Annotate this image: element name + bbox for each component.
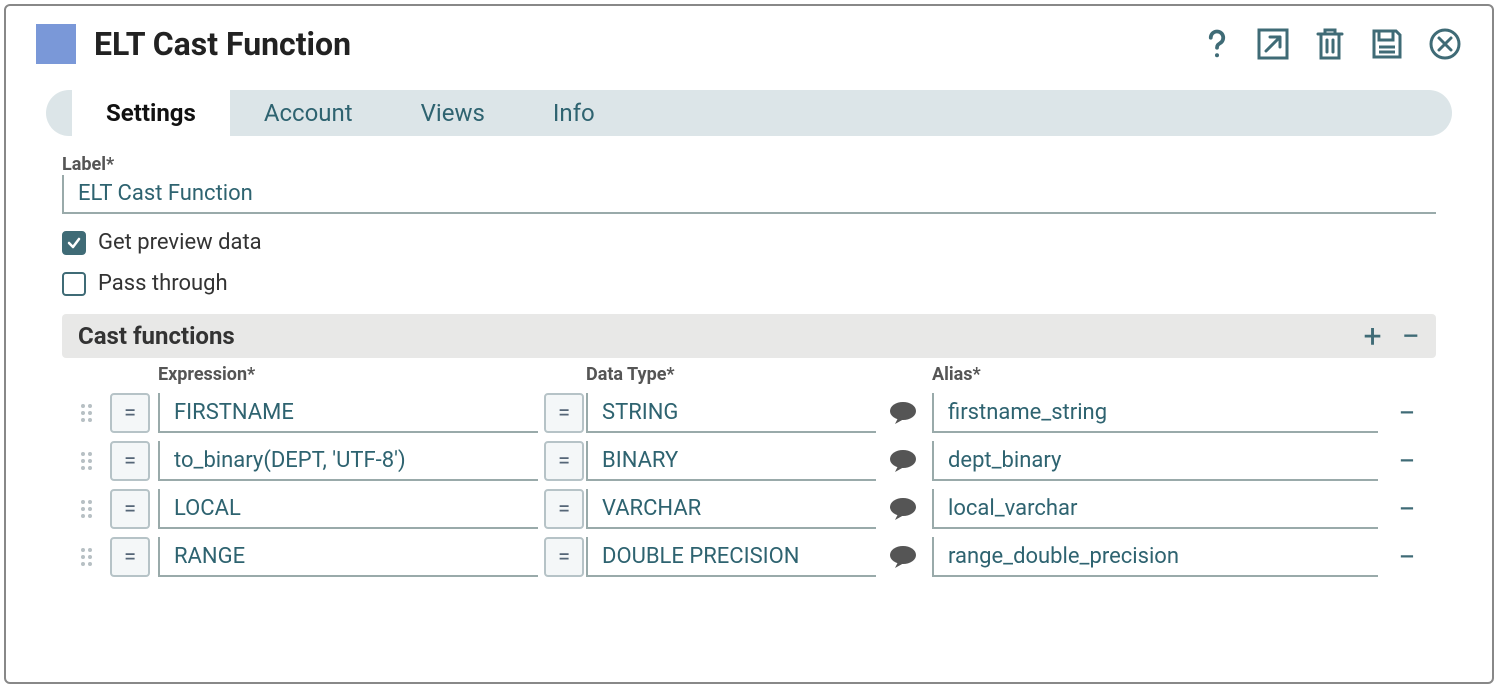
comment-icon[interactable]	[876, 537, 932, 577]
datatype-eq-button[interactable]: =	[544, 489, 584, 529]
comment-icon[interactable]	[876, 441, 932, 481]
elt-cast-function-panel: ELT Cast Function Settings Account Views…	[4, 4, 1494, 684]
alias-input[interactable]	[932, 537, 1378, 577]
drag-handle-icon[interactable]	[62, 441, 110, 481]
tab-account[interactable]: Account	[230, 90, 387, 136]
popout-icon[interactable]	[1256, 27, 1290, 61]
datatype-eq-button[interactable]: =	[544, 441, 584, 481]
datatype-input[interactable]	[586, 537, 876, 577]
cast-functions-title: Cast functions	[78, 322, 1364, 350]
tab-settings[interactable]: Settings	[72, 90, 230, 136]
preview-checkbox-label: Get preview data	[98, 230, 262, 255]
tab-info[interactable]: Info	[519, 90, 629, 136]
cast-functions-grid: Expression* Data Type* Alias* = = −	[62, 364, 1436, 577]
datatype-input[interactable]	[586, 393, 876, 433]
row-remove-button[interactable]: −	[1378, 441, 1436, 481]
col-header-datatype: Data Type*	[586, 364, 876, 385]
expression-eq-button[interactable]: =	[110, 441, 150, 481]
table-row: = = −	[62, 441, 1436, 481]
alias-input[interactable]	[932, 393, 1378, 433]
alias-input[interactable]	[932, 489, 1378, 529]
tab-bar: Settings Account Views Info	[46, 90, 1452, 136]
grid-header: Expression* Data Type* Alias*	[62, 364, 1436, 385]
preview-checkbox[interactable]	[62, 231, 86, 255]
drag-handle-icon[interactable]	[62, 489, 110, 529]
tabbar-fill	[629, 90, 1452, 136]
drag-handle-icon[interactable]	[62, 537, 110, 577]
label-input[interactable]	[62, 175, 1436, 214]
expression-input[interactable]	[158, 537, 538, 577]
passthrough-checkbox[interactable]	[62, 272, 86, 296]
panel-header: ELT Cast Function	[6, 6, 1492, 74]
comment-icon[interactable]	[876, 393, 932, 433]
expression-eq-button[interactable]: =	[110, 537, 150, 577]
header-toolbar	[1202, 26, 1462, 62]
row-remove-button[interactable]: −	[1378, 489, 1436, 529]
expression-eq-button[interactable]: =	[110, 393, 150, 433]
expression-input[interactable]	[158, 393, 538, 433]
col-header-expression: Expression*	[158, 364, 538, 385]
panel-title: ELT Cast Function	[94, 25, 1202, 63]
expression-eq-button[interactable]: =	[110, 489, 150, 529]
close-icon[interactable]	[1428, 27, 1462, 61]
tab-views[interactable]: Views	[387, 90, 519, 136]
tabbar-cap	[46, 90, 72, 136]
remove-row-button[interactable]: −	[1402, 320, 1420, 352]
help-icon[interactable]	[1202, 26, 1232, 62]
row-remove-button[interactable]: −	[1378, 393, 1436, 433]
label-field-label: Label*	[62, 154, 1436, 175]
row-remove-button[interactable]: −	[1378, 537, 1436, 577]
alias-input[interactable]	[932, 441, 1378, 481]
passthrough-checkbox-row: Pass through	[62, 271, 1436, 296]
cast-functions-header: Cast functions + −	[62, 314, 1436, 358]
node-color-swatch	[36, 24, 76, 64]
table-row: = = −	[62, 489, 1436, 529]
datatype-input[interactable]	[586, 441, 876, 481]
col-header-alias: Alias*	[932, 364, 1378, 385]
table-row: = = −	[62, 537, 1436, 577]
datatype-eq-button[interactable]: =	[544, 537, 584, 577]
expression-input[interactable]	[158, 441, 538, 481]
datatype-eq-button[interactable]: =	[544, 393, 584, 433]
settings-form: Label* Get preview data Pass through Cas…	[6, 136, 1492, 577]
preview-checkbox-row: Get preview data	[62, 230, 1436, 255]
expression-input[interactable]	[158, 489, 538, 529]
save-icon[interactable]	[1370, 27, 1404, 61]
comment-icon[interactable]	[876, 489, 932, 529]
delete-icon[interactable]	[1314, 26, 1346, 62]
datatype-input[interactable]	[586, 489, 876, 529]
add-row-button[interactable]: +	[1364, 320, 1382, 352]
drag-handle-icon[interactable]	[62, 393, 110, 433]
cast-functions-actions: + −	[1364, 320, 1420, 352]
passthrough-checkbox-label: Pass through	[98, 271, 228, 296]
table-row: = = −	[62, 393, 1436, 433]
